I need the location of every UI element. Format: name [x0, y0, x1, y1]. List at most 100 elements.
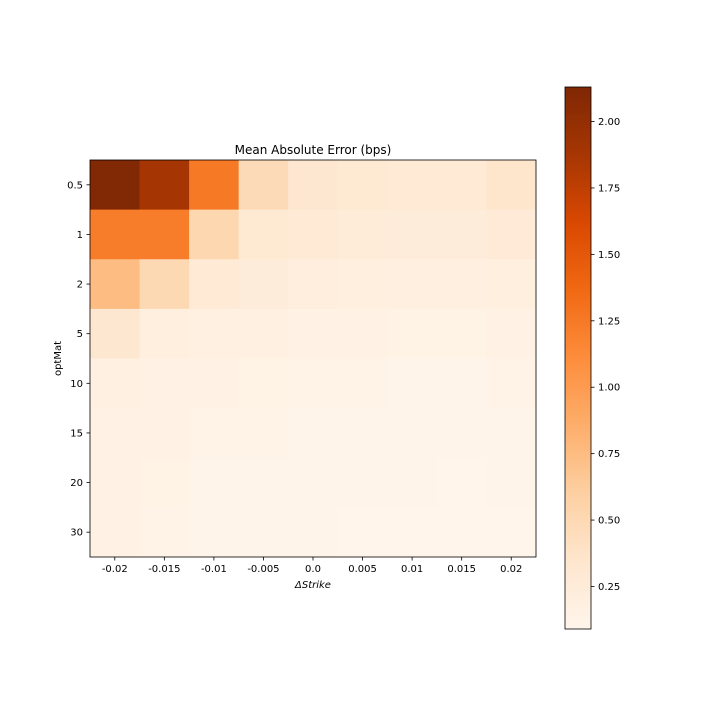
heatmap-cell	[486, 507, 537, 558]
heatmap-cell	[387, 259, 438, 310]
heatmap-cell	[436, 457, 487, 508]
y-tick-label: 0.5	[67, 180, 83, 191]
y-tick-label: 1	[77, 230, 83, 241]
x-axis-label: ΔStrike	[294, 580, 331, 591]
heatmap-cell	[90, 507, 141, 558]
heatmap-cell	[189, 358, 240, 409]
heatmap-cell	[189, 408, 240, 459]
y-tick-label: 2	[77, 280, 83, 291]
heatmap-cell	[238, 160, 289, 211]
heatmap-cell	[337, 457, 388, 508]
heatmap-cell	[337, 507, 388, 558]
heatmap-cell	[387, 358, 438, 409]
x-tick-label: -0.015	[148, 564, 180, 575]
heatmap-cell	[238, 259, 289, 310]
heatmap-cell	[486, 408, 537, 459]
x-tick-label: -0.01	[201, 564, 227, 575]
heatmap-cell	[90, 308, 141, 359]
heatmap-cell	[486, 358, 537, 409]
heatmap-cell	[238, 308, 289, 359]
heatmap-cell	[90, 160, 141, 211]
heatmap-cell	[337, 259, 388, 310]
heatmap-cell	[90, 457, 141, 508]
heatmap-cell	[139, 457, 190, 508]
heatmap-cell	[337, 308, 388, 359]
y-tick-label: 15	[70, 428, 83, 439]
heatmap-cell	[238, 209, 289, 260]
heatmap-cell	[139, 358, 190, 409]
heatmap-cell	[436, 308, 487, 359]
heatmap-cell	[189, 160, 240, 211]
heatmap-cell	[90, 408, 141, 459]
heatmap-cell	[337, 408, 388, 459]
colorbar-tick-label: 1.50	[598, 250, 620, 261]
colorbar	[564, 86, 592, 630]
heatmap-cell	[387, 209, 438, 260]
heatmap-cell	[139, 308, 190, 359]
colorbar-tick-label: 0.25	[598, 582, 620, 593]
heatmap-cell	[387, 507, 438, 558]
heatmap-cell	[139, 259, 190, 310]
heatmap-cell	[387, 408, 438, 459]
y-tick-label: 30	[70, 528, 83, 539]
heatmap-cell	[238, 408, 289, 459]
heatmap-cell	[288, 358, 339, 409]
y-axis-label: optMat	[53, 341, 64, 376]
x-tick-label: 0.02	[500, 564, 522, 575]
colorbar-tick-label: 0.50	[598, 516, 620, 527]
x-tick-label: 0.005	[348, 564, 377, 575]
colorbar-tick-label: 1.25	[598, 316, 620, 327]
heatmap-cell	[238, 507, 289, 558]
colorbar-ticks: 0.25 0.50 0.75 1.00 1.25 1.50 1.75 2.00	[591, 117, 620, 593]
heatmap-cell	[486, 308, 537, 359]
heatmap-cell	[337, 209, 388, 260]
heatmap-cell	[436, 408, 487, 459]
heatmap-cell	[139, 408, 190, 459]
heatmap-cell	[90, 259, 141, 310]
heatmap-cell	[139, 507, 190, 558]
heatmap-cell	[436, 358, 487, 409]
heatmap-cell	[337, 358, 388, 409]
y-tick-label: 5	[77, 329, 83, 340]
heatmap-cell	[189, 209, 240, 260]
y-tick-label: 10	[70, 379, 83, 390]
heatmap-cell	[288, 507, 339, 558]
x-tick-label: 0.0	[305, 564, 321, 575]
heatmap-cell	[288, 209, 339, 260]
x-axis-ticks: -0.02 -0.015 -0.01 -0.005 0.0 0.005 0.01 0.015 0…	[102, 557, 522, 575]
heatmap-cell	[139, 209, 190, 260]
colorbar-tick-label: 2.00	[598, 117, 620, 128]
heatmap-cell	[337, 160, 388, 211]
heatmap-cell	[436, 209, 487, 260]
heatmap-cell	[189, 259, 240, 310]
heatmap-cell	[436, 259, 487, 310]
heatmap-cell	[288, 308, 339, 359]
heatmap-cell	[189, 507, 240, 558]
y-axis-ticks: 0.5 1 2 5 10 15 20 30	[67, 180, 90, 539]
heatmap-cell	[189, 457, 240, 508]
heatmap-cell	[288, 457, 339, 508]
heatmap-cell	[486, 160, 537, 211]
heatmap-cell	[486, 259, 537, 310]
heatmap-cell	[436, 160, 487, 211]
y-tick-label: 20	[70, 478, 83, 489]
colorbar-tick-label: 0.75	[598, 449, 620, 460]
x-tick-label: 0.015	[447, 564, 476, 575]
colorbar-tick-label: 1.75	[598, 183, 620, 194]
heatmap-cell	[486, 457, 537, 508]
chart-title: Mean Absolute Error (bps)	[235, 143, 392, 157]
heatmap-cells	[90, 160, 537, 558]
heatmap-cell	[90, 209, 141, 260]
heatmap-cell	[238, 457, 289, 508]
heatmap-cell	[189, 308, 240, 359]
heatmap-cell	[486, 209, 537, 260]
x-tick-label: -0.02	[102, 564, 128, 575]
x-tick-label: 0.01	[401, 564, 423, 575]
heatmap-cell	[436, 507, 487, 558]
x-tick-label: -0.005	[247, 564, 279, 575]
heatmap-cell	[288, 408, 339, 459]
heatmap-cell	[288, 259, 339, 310]
heatmap-cell	[387, 160, 438, 211]
colorbar-tick-label: 1.00	[598, 383, 620, 394]
heatmap-cell	[288, 160, 339, 211]
